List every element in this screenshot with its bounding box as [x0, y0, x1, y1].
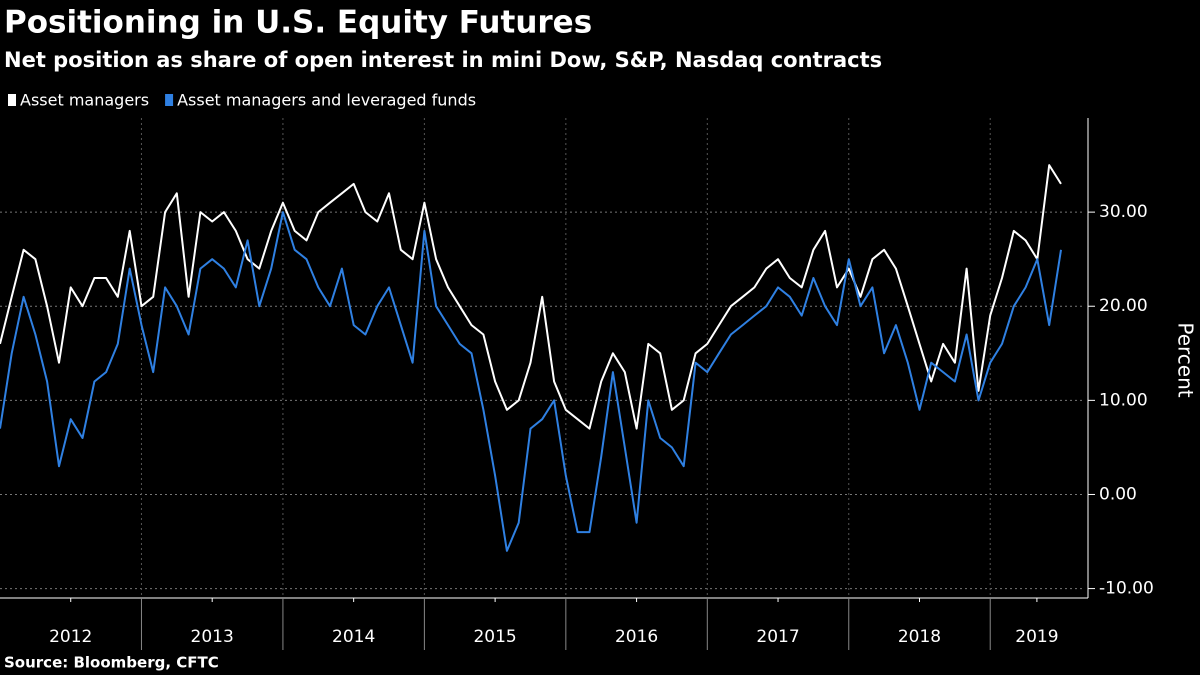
y-tick-label: 20.00 — [1099, 296, 1148, 316]
legend-swatch — [165, 94, 174, 106]
x-tick-label: 2019 — [1015, 627, 1058, 647]
chart-subtitle: Net position as share of open interest i… — [4, 48, 882, 72]
y-axis-label: Percent — [1174, 322, 1198, 397]
y-tick-label: 10.00 — [1099, 390, 1148, 410]
legend-label: Asset managers and leveraged funds — [177, 91, 476, 110]
y-tick-label: 0.00 — [1099, 484, 1137, 504]
legend-swatch — [8, 94, 16, 106]
x-tick-label: 2017 — [756, 627, 799, 647]
series-line — [0, 211, 1062, 552]
x-tick-label: 2018 — [898, 627, 941, 647]
source: Source: Bloomberg, CFTC — [4, 654, 219, 672]
series-line — [0, 164, 1062, 430]
x-tick-label: 2013 — [191, 627, 234, 647]
y-tick-label: -10.00 — [1099, 579, 1154, 599]
x-tick-label: 2016 — [615, 627, 658, 647]
x-tick-label: 2014 — [332, 627, 375, 647]
x-tick-label: 2012 — [49, 627, 92, 647]
chart-title: Positioning in U.S. Equity Futures — [4, 5, 592, 41]
legend-label: Asset managers — [20, 91, 149, 110]
x-tick-label: 2015 — [473, 627, 516, 647]
y-tick-label: 30.00 — [1099, 202, 1148, 222]
